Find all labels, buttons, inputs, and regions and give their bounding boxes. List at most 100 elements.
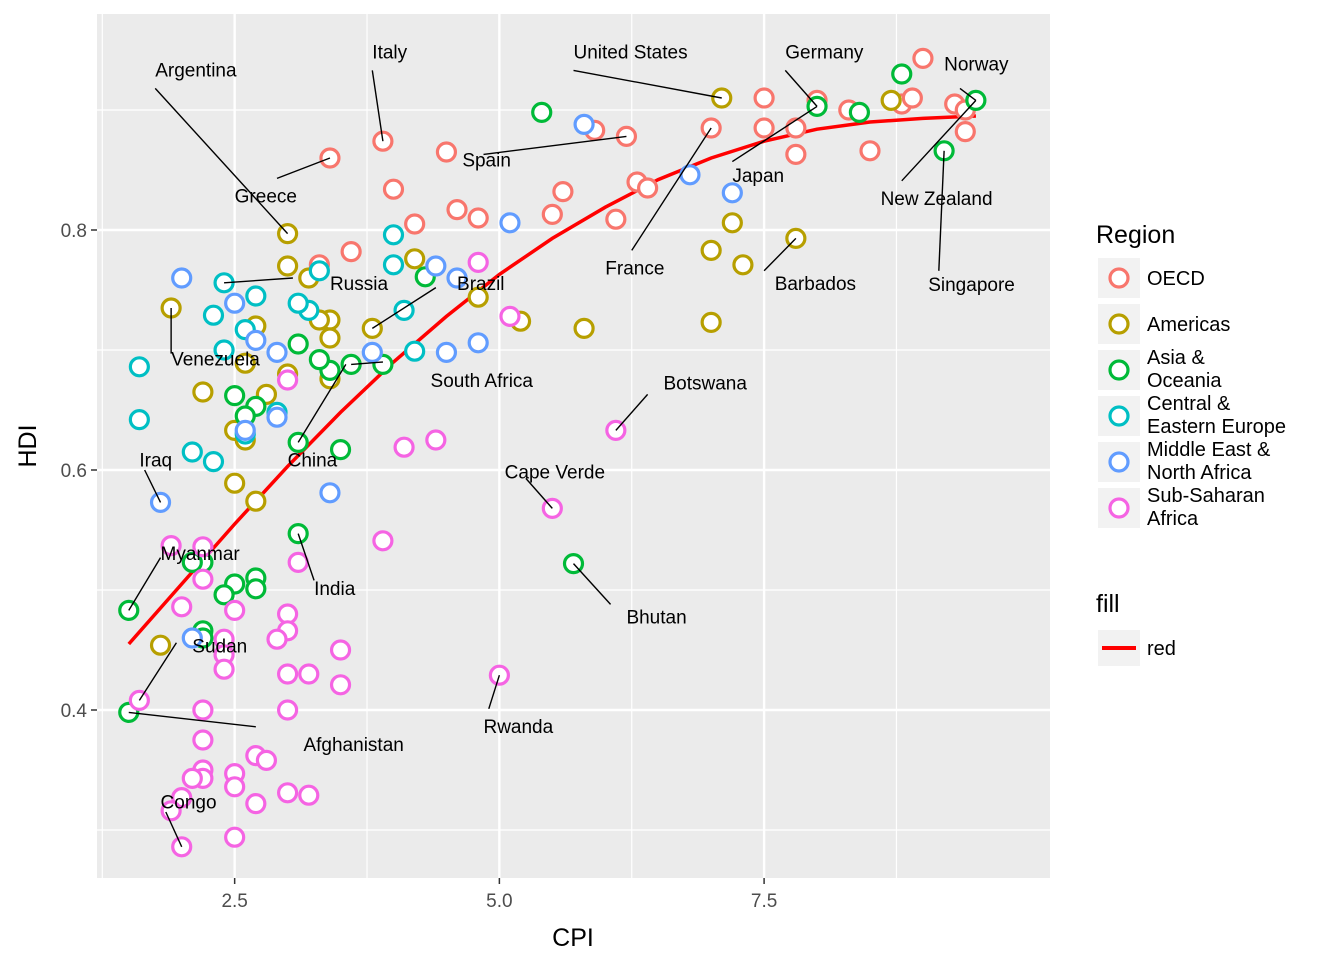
x-axis-title: CPI [552, 924, 594, 952]
legend-label: OECD [1147, 268, 1205, 290]
annotation-label: Congo [161, 792, 217, 813]
annotation-label: Afghanistan [303, 735, 403, 756]
data-point [880, 89, 902, 112]
grid-major [97, 14, 1050, 878]
data-point [128, 409, 150, 431]
annotation-label: South Africa [431, 371, 534, 392]
data-point [213, 658, 235, 680]
annotation-label: Spain [462, 150, 511, 171]
data-point [308, 260, 330, 282]
data-point [340, 241, 362, 263]
data-point [446, 267, 468, 289]
data-point [721, 212, 743, 234]
y-tick-label: 0.4 [61, 701, 88, 722]
data-point [181, 441, 203, 463]
data-point [573, 113, 595, 136]
y-axis-title: HDI [14, 424, 42, 467]
x-tick-label: 7.5 [751, 891, 777, 912]
annotation-leader [297, 364, 347, 443]
data-point [202, 451, 225, 473]
data-point [181, 767, 203, 790]
annotation-label: United States [574, 42, 688, 63]
points-layer [118, 47, 987, 858]
data-point [266, 628, 288, 650]
annotation-leader [144, 469, 162, 503]
data-point [224, 292, 246, 314]
annotation-leader [138, 642, 178, 701]
data-point [255, 749, 278, 772]
legend-label: Middle East & [1147, 439, 1271, 461]
y-tick-label: 0.6 [61, 461, 87, 482]
data-point [435, 141, 458, 163]
annotation-leader [938, 150, 945, 271]
data-point [404, 248, 426, 270]
annotation-leader [128, 711, 256, 728]
plot-panel [97, 14, 1050, 878]
annotation-label: Barbados [775, 274, 856, 295]
data-point [721, 182, 743, 204]
annotation-label: France [605, 258, 664, 279]
legend-label: Central & [1147, 393, 1231, 415]
data-point [467, 286, 489, 308]
legend-fill-label: red [1147, 638, 1176, 660]
annotation-label: Russia [330, 274, 389, 295]
data-point [245, 792, 267, 815]
data-point [171, 786, 193, 809]
data-point [404, 213, 426, 235]
data-point [552, 181, 574, 203]
data-point [425, 255, 447, 277]
annotation-label: Japan [732, 166, 784, 187]
data-point [329, 674, 352, 696]
annotation-label: Rwanda [483, 717, 553, 738]
data-point [287, 551, 309, 574]
data-point [224, 776, 246, 798]
data-point [425, 429, 447, 451]
annotation-leader [483, 135, 627, 156]
annotation-leader [731, 105, 818, 163]
data-point [181, 627, 203, 649]
data-point [277, 699, 299, 721]
annotation-label: India [314, 579, 356, 600]
data-point [605, 208, 627, 230]
data-point [499, 305, 521, 327]
annotation-label: Norway [944, 54, 1009, 75]
annotation-label: Sudan [192, 636, 247, 657]
y-axis: 0.4 0.6 0.8 [61, 221, 97, 722]
x-axis: 2.5 5.0 7.5 [221, 878, 777, 912]
annotation-leader [573, 69, 722, 99]
data-point [266, 406, 288, 428]
legend-label: North Africa [1147, 462, 1252, 484]
data-point [753, 87, 775, 109]
data-point [541, 203, 563, 225]
data-point [277, 369, 299, 391]
data-point [859, 140, 881, 162]
annotation-labels: Argentina Italy United States Germany Norway… [139, 42, 1014, 813]
data-point [192, 699, 214, 721]
x-tick-label: 2.5 [221, 891, 247, 912]
annotation-leader [276, 157, 331, 180]
data-point [329, 639, 352, 661]
data-point [224, 385, 246, 407]
data-point [277, 255, 299, 277]
annotation-leader [615, 393, 649, 431]
annotation-leader [351, 361, 383, 366]
data-point [785, 117, 807, 139]
x-tick-label: 5.0 [486, 891, 512, 912]
annotation-leader [488, 674, 501, 710]
annotation-leader [224, 277, 293, 284]
data-point [224, 599, 246, 622]
annotation-lines [128, 69, 977, 848]
y-tick-label: 0.8 [61, 221, 87, 242]
annotation-label: Bhutan [626, 608, 686, 629]
legend-swatch [1108, 313, 1130, 335]
trend-layer [127, 114, 976, 646]
annotation-label: Cape Verde [505, 462, 605, 483]
data-point [245, 578, 267, 600]
annotation-label: New Zealand [881, 189, 993, 210]
annotation-leader [128, 557, 162, 611]
data-point [467, 251, 489, 273]
data-point [319, 482, 341, 504]
data-point [287, 292, 309, 314]
data-point [234, 352, 256, 374]
